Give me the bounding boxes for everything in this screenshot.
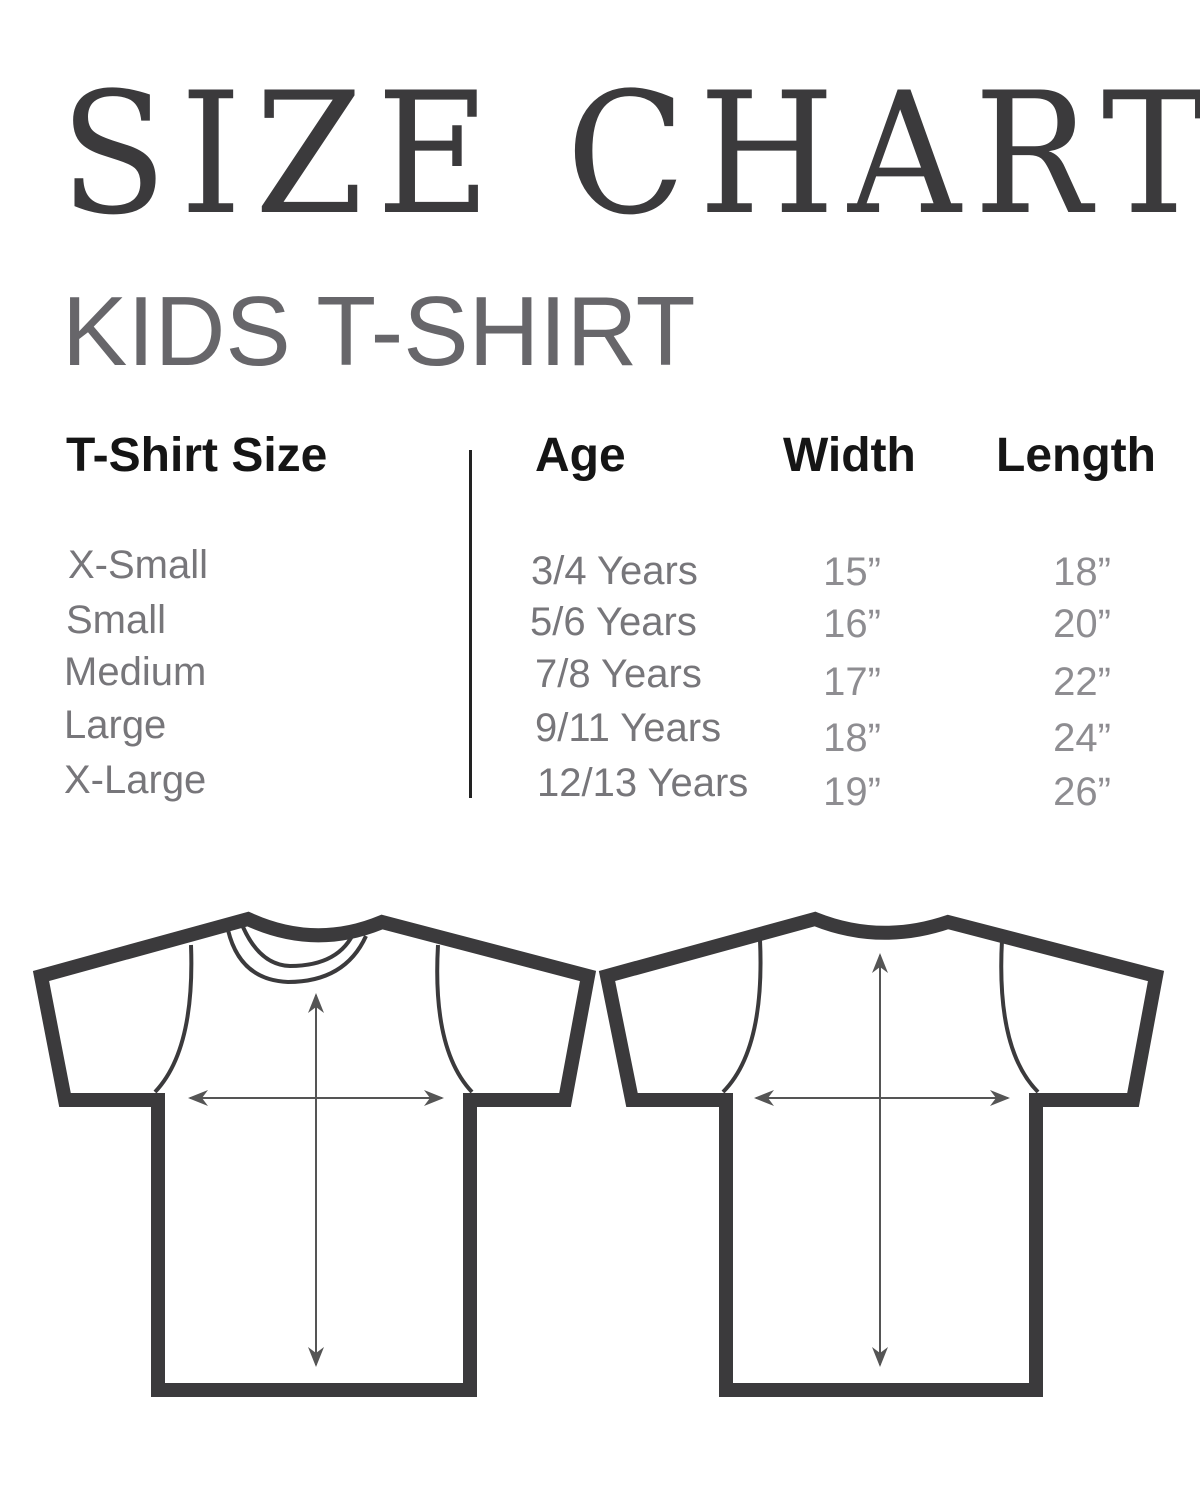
width-cell: 17” [823,660,881,704]
column-divider [469,450,472,798]
width-cell: 18” [823,716,881,760]
header-size: T-Shirt Size [66,429,328,482]
size-cell: Large [64,703,167,747]
width-cell: 19” [823,770,881,814]
age-cell: 5/6 Years [530,600,697,644]
t-shirt-back-icon [598,911,1165,1397]
length-cell: 18” [1053,550,1111,594]
length-cell: 22” [1053,660,1111,704]
size-cell: X-Large [64,758,207,802]
width-cell: 15” [823,550,881,594]
length-cell: 20” [1053,602,1111,646]
header-age: Age [535,429,626,482]
length-cell: 26” [1053,770,1111,814]
width-cell: 16” [823,602,881,646]
age-cell: 3/4 Years [531,549,698,593]
page-title: SIZE CHART [60,56,1200,252]
header-width: Width [783,429,916,482]
header-length: Length [996,429,1156,482]
age-cell: 7/8 Years [535,652,702,696]
length-cell: 24” [1053,716,1111,760]
page-subtitle: KIDS T-SHIRT [62,276,696,386]
size-cell: Medium [64,650,207,694]
age-cell: 12/13 Years [537,761,749,805]
t-shirt-front-icon [32,911,597,1397]
size-cell: X-Small [68,543,209,587]
size-cell: Small [66,598,167,642]
age-cell: 9/11 Years [535,706,722,750]
